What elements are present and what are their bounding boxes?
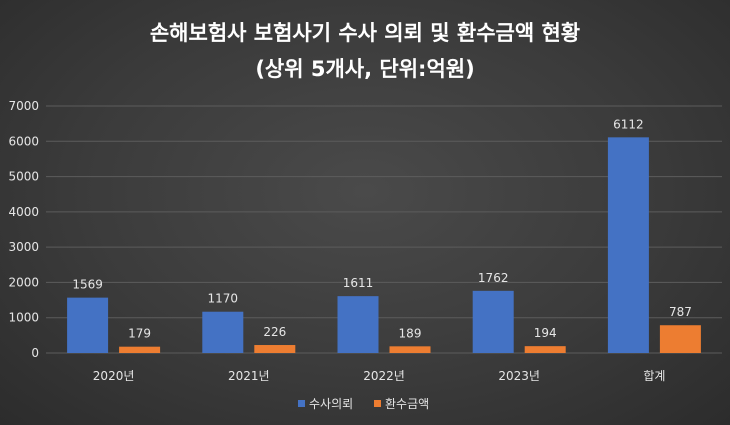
x-category-label: 2020년: [93, 369, 135, 383]
y-tick-label: 4000: [8, 205, 39, 219]
data-label: 189: [399, 326, 422, 340]
y-axis-ticks: 0 1000 2000 3000 4000 5000 6000 7000: [8, 99, 39, 360]
data-label: 1569: [72, 278, 103, 292]
bar-investigation: [472, 290, 514, 353]
legend-swatch: [298, 400, 305, 407]
bar-recovery: [119, 346, 161, 353]
bar-recovery: [254, 345, 296, 353]
legend-swatch: [374, 400, 381, 407]
data-label: 1170: [208, 292, 239, 306]
y-tick-label: 6000: [8, 134, 39, 148]
data-label: 787: [669, 305, 692, 319]
chart-subtitle: (상위 5개사, 단위:억원): [255, 57, 474, 81]
x-category-label: 2023년: [498, 369, 540, 383]
data-labels: 1569 179 1170 226 1611 189 1762 194 6112 787: [72, 117, 692, 340]
data-label: 194: [534, 326, 557, 340]
y-tick-label: 0: [31, 346, 39, 360]
bar-investigation: [607, 137, 649, 353]
bar-investigation: [337, 296, 379, 353]
data-label: 179: [128, 327, 151, 341]
x-category-label: 2021년: [228, 369, 270, 383]
x-axis-categories: 2020년 2021년 2022년 2023년 합계: [93, 369, 666, 383]
gridlines: [46, 105, 722, 354]
bar-recovery: [659, 325, 701, 353]
y-tick-label: 2000: [8, 275, 39, 289]
y-tick-label: 3000: [8, 240, 39, 254]
legend-label: 수사의뢰: [309, 397, 353, 411]
y-tick-label: 1000: [8, 311, 39, 325]
x-category-label: 2022년: [363, 369, 405, 383]
legend: 수사의뢰 환수금액: [298, 397, 429, 411]
legend-label: 환수금액: [385, 397, 429, 411]
bar-investigation: [202, 311, 244, 353]
x-category-label: 합계: [643, 369, 665, 383]
bar-recovery: [524, 346, 566, 353]
y-tick-label: 7000: [8, 99, 39, 113]
bar-recovery: [389, 346, 431, 353]
data-label: 6112: [613, 117, 644, 131]
bars: [67, 137, 701, 353]
chart-title: 손해보험사 보험사기 수사 의뢰 및 환수금액 현황: [150, 21, 580, 45]
y-tick-label: 5000: [8, 170, 39, 184]
data-label: 226: [263, 325, 286, 339]
bar-investigation: [67, 297, 109, 353]
data-label: 1762: [478, 271, 509, 285]
data-label: 1611: [343, 276, 374, 290]
